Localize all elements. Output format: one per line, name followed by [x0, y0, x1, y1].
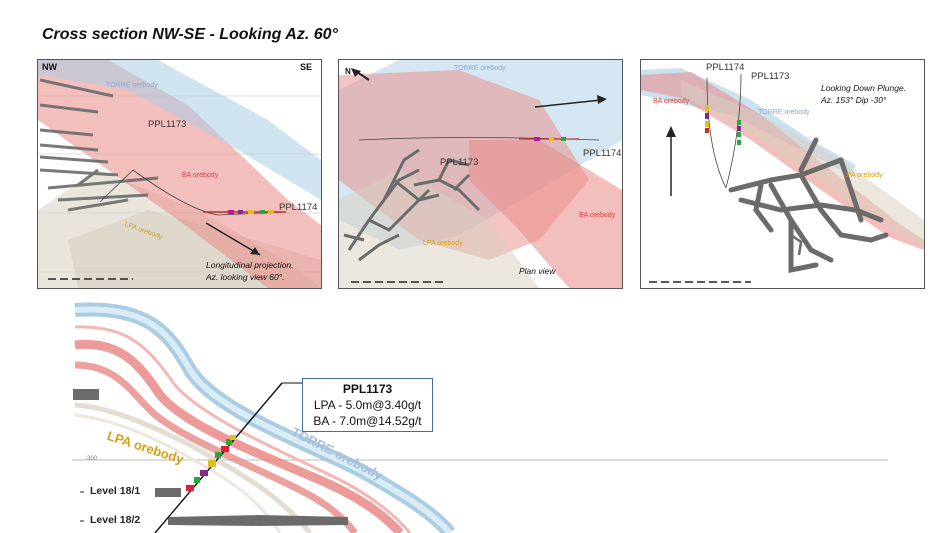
plan-view-drawing: N: [339, 60, 622, 288]
lpa-orebody-label: LPA orebody: [423, 240, 463, 247]
level-18-2-label: Level 18/2: [90, 514, 141, 526]
down-plunge-panel: PPL1174 PPL1173 BA orebody TORRE orebody…: [640, 59, 925, 289]
longitudinal-projection-panel: NW SE TORRE orebody BA orebody LPA orebo…: [37, 59, 322, 289]
torre-orebody-label: TORRE orebody: [454, 65, 506, 72]
callout-hole-id: PPL1173: [342, 382, 393, 396]
hole-label-ppl1173: PPL1173: [751, 71, 790, 82]
longitudinal-caption-line-1: Longitudinal projection.: [206, 260, 294, 270]
north-arrow-icon: N: [345, 67, 370, 81]
svg-text:N: N: [345, 67, 351, 76]
ppl1173-intercept-callout: PPL1173 LPA - 5.0m@3.40g/t BA - 7.0m@14.…: [302, 378, 433, 432]
torre-orebody-label: TORRE orebody: [758, 109, 810, 116]
ba-orebody-label: BA orebody: [579, 212, 616, 219]
hole-label-ppl1173: PPL1173: [148, 119, 187, 130]
hole-label-ppl1174: PPL1174: [583, 148, 622, 159]
ba-orebody-label: BA orebody: [182, 172, 219, 179]
torre-orebody-label: TORRE orebody: [106, 82, 158, 89]
hole-label-ppl1174: PPL1174: [279, 202, 318, 213]
detail-cross-section-drawing: [72, 302, 888, 533]
callout-lpa-intercept: LPA - 5.0m@3.40g/t: [313, 398, 422, 412]
longitudinal-caption-line-2: Az. looking view 60°.: [206, 272, 285, 282]
page-title: Cross section NW-SE - Looking Az. 60°: [42, 26, 338, 43]
down-plunge-drawing: [641, 68, 924, 283]
hole-label-ppl1173: PPL1173: [440, 157, 479, 168]
longitudinal-projection-drawing: [38, 60, 321, 288]
plunge-caption-line-1: Looking Down Plunge.: [821, 83, 907, 93]
nw-direction-label: NW: [42, 62, 57, 72]
lpa-orebody-label: LPA orebody: [843, 172, 883, 179]
plan-view-caption: Plan view: [519, 266, 556, 276]
ba-orebody-label: BA orebody: [653, 98, 690, 105]
level-18-1-label: Level 18/1: [90, 485, 141, 497]
elevation-label: -300: [85, 456, 98, 462]
hole-label-ppl1174: PPL1174: [706, 62, 745, 73]
callout-ba-intercept: BA - 7.0m@14.52g/t: [313, 414, 422, 428]
plunge-caption-line-2: Az. 153° Dip -30°: [821, 95, 887, 105]
plan-view-panel: N TORRE orebody BA orebody LPA orebody P…: [338, 59, 623, 289]
se-direction-label: SE: [300, 62, 313, 72]
